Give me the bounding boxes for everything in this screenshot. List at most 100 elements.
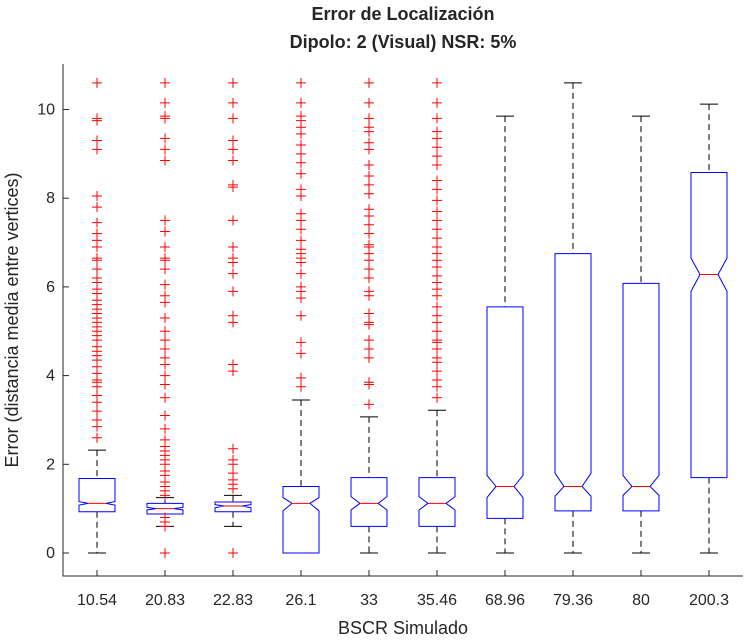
outlier-marker: [160, 548, 170, 558]
outlier-marker: [160, 312, 170, 323]
outlier-marker: [160, 326, 170, 337]
outlier-marker: [364, 308, 374, 319]
axis-frame: [62, 64, 743, 577]
outlier-marker: [92, 113, 102, 124]
box-body: [146, 502, 184, 515]
outlier-marker: [364, 137, 374, 148]
y-tick-label: 8: [46, 190, 55, 207]
outlier-marker: [228, 113, 238, 124]
outlier-marker: [160, 111, 170, 122]
outlier-marker: [364, 122, 374, 133]
outlier-marker: [160, 343, 170, 354]
box-body: [486, 306, 524, 519]
outlier-marker: [160, 215, 170, 226]
outlier-marker: [228, 144, 238, 155]
outlier-marker: [432, 206, 442, 217]
x-tick-label: 20.83: [145, 592, 185, 609]
outlier-marker: [160, 352, 170, 363]
x-tick-label: 22.83: [213, 592, 253, 609]
outlier-marker: [160, 512, 170, 523]
outlier-marker: [432, 335, 442, 346]
outlier-marker: [432, 215, 442, 226]
x-tick-label: 200.3: [689, 592, 729, 609]
outlier-marker: [432, 270, 442, 281]
x-tick-label: 79.36: [553, 592, 593, 609]
outlier-marker: [364, 113, 374, 124]
outlier-marker: [296, 168, 306, 179]
outlier-marker: [92, 414, 102, 425]
x-tick-label: 35.46: [417, 592, 457, 609]
y-tick-label: 4: [46, 368, 55, 385]
outlier-marker: [364, 377, 374, 388]
chart-title: Error de Localización: [311, 4, 494, 24]
outlier-marker: [160, 279, 170, 290]
outlier-marker: [160, 155, 170, 166]
y-tick-label: 2: [46, 456, 55, 473]
outlier-marker: [160, 226, 170, 237]
outlier-marker: [296, 372, 306, 383]
box-body: [78, 477, 116, 513]
outlier-marker: [364, 179, 374, 190]
outlier-marker: [160, 370, 170, 381]
outlier-marker: [432, 392, 442, 403]
outlier-marker: [364, 219, 374, 230]
outlier-marker: [92, 228, 102, 239]
outlier-marker: [364, 97, 374, 108]
box-body: [282, 485, 320, 554]
outlier-marker: [432, 352, 442, 363]
outlier-marker: [364, 335, 374, 346]
outlier-marker: [92, 190, 102, 201]
outlier-marker: [432, 301, 442, 312]
outlier-marker: [228, 77, 238, 88]
outlier-marker: [160, 241, 170, 252]
outlier-marker: [296, 224, 306, 235]
x-tick-label: 68.96: [485, 592, 525, 609]
x-tick-label: 33: [360, 592, 378, 609]
outlier-marker: [228, 359, 238, 370]
outlier-marker: [92, 135, 102, 146]
outlier-marker: [364, 399, 374, 410]
y-tick-label: 10: [37, 102, 55, 119]
outlier-marker: [228, 179, 238, 190]
outlier-marker: [364, 171, 374, 182]
outlier-marker: [364, 343, 374, 354]
outlier-marker: [432, 126, 442, 137]
outlier-marker: [160, 133, 170, 144]
outlier-marker: [364, 204, 374, 215]
outlier-marker: [228, 135, 238, 146]
outlier-marker: [364, 286, 374, 297]
outlier-marker: [296, 235, 306, 246]
outlier-marker: [296, 77, 306, 88]
box-body: [418, 477, 456, 527]
outlier-marker: [92, 273, 102, 284]
outlier-marker: [228, 253, 238, 264]
outlier-marker: [228, 215, 238, 226]
outlier-marker: [296, 97, 306, 108]
outlier-marker: [92, 253, 102, 264]
outlier-marker: [160, 253, 170, 264]
y-tick-label: 0: [46, 545, 55, 562]
outlier-marker: [160, 290, 170, 301]
outlier-marker: [92, 390, 102, 401]
outlier-marker: [296, 208, 306, 219]
outlier-marker: [296, 184, 306, 195]
outlier-marker: [296, 157, 306, 168]
x-tick-label: 80: [632, 592, 650, 609]
outlier-marker: [364, 317, 374, 328]
plot-area: 0 2 4 6 8 10 10.54 20.83 22.83 26.1 33 35.46 68.96 79…: [37, 64, 743, 609]
outlier-marker: [92, 264, 102, 275]
outlier-marker: [228, 97, 238, 108]
outlier-marker: [432, 310, 442, 321]
x-axis-label: BSCR Simulado: [338, 618, 468, 638]
outlier-marker: [432, 151, 442, 162]
outlier-marker: [160, 410, 170, 421]
box-body: [214, 501, 252, 513]
outlier-marker: [364, 352, 374, 363]
outlier-marker: [432, 195, 442, 206]
outlier-marker: [432, 233, 442, 244]
outlier-marker: [92, 144, 102, 155]
outlier-marker: [432, 241, 442, 252]
outlier-marker: [92, 217, 102, 228]
outlier-marker: [92, 406, 102, 417]
